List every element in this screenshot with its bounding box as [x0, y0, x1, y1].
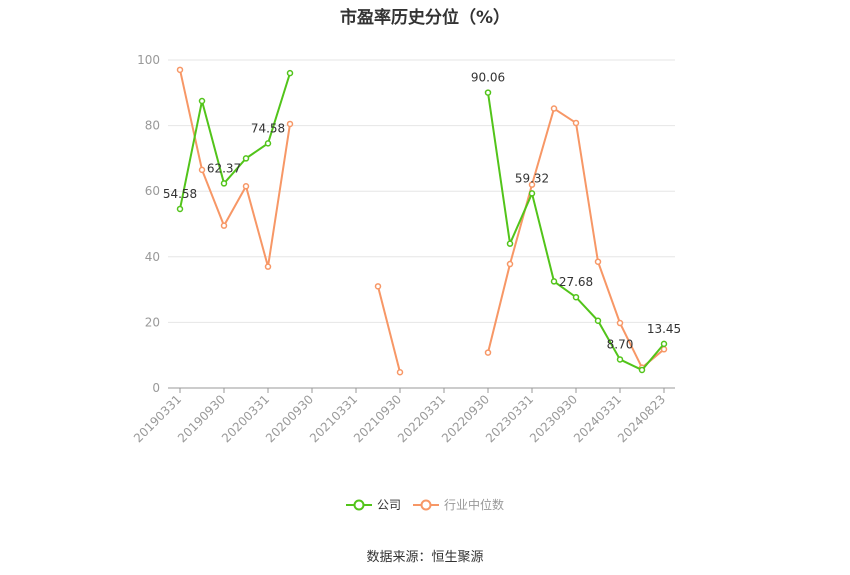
data-source: 数据来源：恒生聚源 — [366, 550, 484, 565]
series-line-industry-median — [179, 69, 291, 267]
data-label: 27.68 — [559, 275, 593, 289]
data-point-industry-median — [374, 283, 382, 290]
series-line-company — [487, 92, 665, 372]
data-point-industry-median — [572, 119, 580, 127]
series-line-industry-median — [377, 286, 401, 373]
y-tick-label: 20 — [145, 315, 160, 329]
legend-marker-industry-median — [413, 499, 439, 510]
data-label: 90.06 — [471, 71, 505, 85]
data-point-company — [550, 278, 558, 285]
data-label: 13.45 — [647, 322, 681, 336]
data-point-industry-median — [506, 260, 514, 268]
y-tick-label: 40 — [145, 250, 160, 264]
data-point-company — [572, 293, 580, 301]
data-label: 54.58 — [163, 187, 197, 201]
data-point-company — [220, 180, 228, 187]
data-point-company — [484, 89, 492, 96]
data-point-industry-median — [220, 222, 228, 229]
legend-label-industry-median: 行业中位数 — [444, 498, 505, 512]
series-line-company — [179, 72, 291, 210]
data-point-company — [660, 340, 668, 348]
legend-item-company[interactable]: 公司 — [345, 496, 401, 513]
x-tick-label: 20240823 — [615, 392, 668, 445]
data-point-industry-median — [286, 120, 294, 128]
data-point-industry-median — [594, 258, 602, 265]
y-tick-label: 80 — [145, 119, 160, 133]
data-point-industry-median — [528, 181, 536, 188]
series-line-industry-median — [487, 106, 665, 370]
data-point-industry-median — [264, 263, 272, 270]
data-point-industry-median — [242, 183, 250, 190]
data-point-industry-median — [198, 166, 206, 174]
line-chart: 0204060801002019033120190930202003312020… — [131, 53, 681, 445]
data-point-company — [286, 69, 294, 77]
data-point-company — [616, 356, 624, 363]
legend-marker-company — [345, 499, 372, 510]
data-point-industry-median — [396, 369, 404, 376]
data-point-company — [594, 317, 602, 325]
chart-title: 市盈率历史分位（%） — [339, 8, 511, 28]
data-point-company — [528, 190, 536, 197]
data-point-company — [176, 205, 184, 213]
data-point-industry-median — [176, 66, 184, 74]
data-point-industry-median — [550, 105, 558, 112]
data-label: 62.37 — [207, 161, 241, 175]
data-point-company — [506, 240, 514, 247]
legend-label-company: 公司 — [376, 498, 401, 512]
y-tick-label: 60 — [145, 184, 160, 198]
data-point-company — [638, 366, 646, 374]
y-tick-label: 100 — [137, 53, 160, 67]
data-point-industry-median — [660, 346, 668, 353]
data-point-industry-median — [484, 349, 492, 356]
data-point-company — [198, 97, 206, 105]
data-point-company — [242, 155, 250, 162]
data-point-company — [264, 140, 272, 147]
data-label: 59.32 — [515, 171, 549, 185]
data-label: 8.70 — [607, 337, 634, 351]
data-label: 74.58 — [251, 121, 285, 135]
data-point-industry-median — [616, 319, 624, 327]
y-tick-label: 0 — [152, 381, 160, 395]
legend: 公司 行业中位数 — [0, 496, 850, 513]
legend-item-industry-median[interactable]: 行业中位数 — [413, 496, 504, 513]
